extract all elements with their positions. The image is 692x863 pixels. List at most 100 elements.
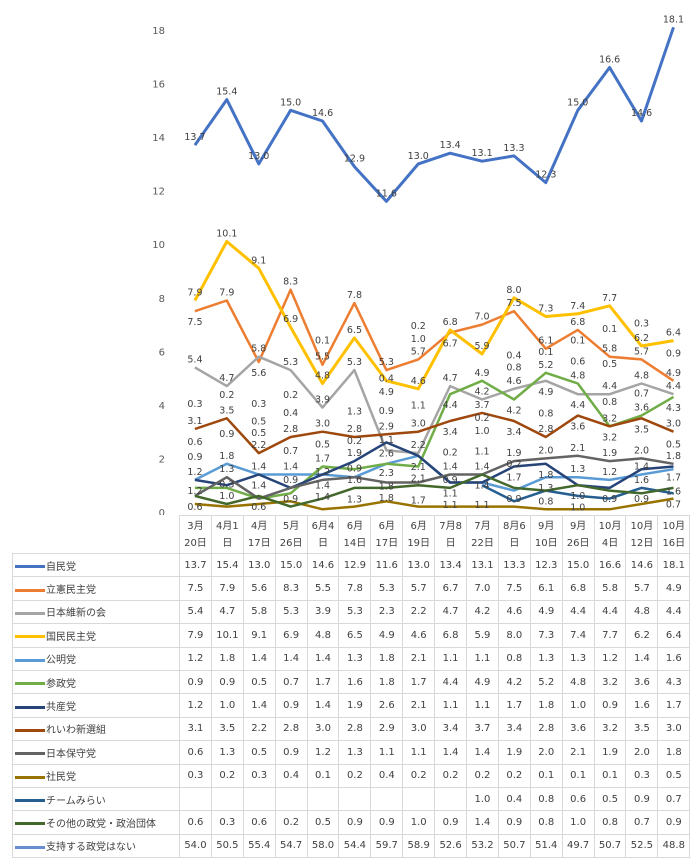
series-line-0	[193, 26, 675, 203]
table-cell: 0.2	[497, 763, 531, 788]
data-label: 1.7	[315, 453, 330, 464]
table-cell: 3.6	[625, 669, 659, 695]
table-cell: 0.3	[179, 763, 212, 788]
data-label: 7.7	[602, 293, 617, 304]
series-name: 国民民主党	[46, 631, 96, 643]
data-label: 3.2	[602, 413, 617, 424]
data-label: 1.4	[251, 481, 266, 492]
table-header-row: 3月 20日 4月1 日 4月 17日 5月 26日 6月4 日 6月 14日 6月 17日 6月 19日 7月…	[12, 515, 691, 554]
table-cell: 7.9	[179, 623, 212, 648]
data-label: 1.4	[283, 462, 298, 473]
table-cell: 0.9	[497, 810, 531, 835]
table-cell	[179, 786, 212, 812]
table-row: 支持する政党はない 54.0 50.5 55.4 54.7 58.0 54.4 59.7 58.…	[12, 833, 691, 859]
table-cell: 0.2	[466, 763, 499, 788]
table-cell: 4.7	[210, 599, 244, 625]
data-label: 0.3	[187, 399, 202, 410]
table-cell: 0.2	[274, 810, 308, 835]
category-label-line: 5月	[282, 520, 300, 532]
table-cell: 0.9	[274, 693, 308, 718]
table-cell: 1.3	[210, 740, 244, 765]
table-cell: 5.8	[242, 599, 276, 625]
legend-swatch	[15, 611, 45, 615]
series-name: 共産党	[46, 702, 76, 714]
data-label: 2.1	[411, 462, 426, 473]
y-tick-label: 10	[152, 240, 165, 251]
table-cell: 0.2	[338, 763, 372, 788]
table-cell	[338, 786, 372, 812]
category-label-line: 日	[509, 537, 520, 549]
category-label-line: 12日	[630, 537, 654, 549]
data-label: 18.1	[663, 14, 684, 25]
data-label: 0.6	[251, 502, 266, 513]
table-cell: 5.3	[274, 599, 308, 625]
data-label: 4.2	[474, 387, 489, 398]
table-cell: 13.0	[242, 552, 276, 578]
data-label: 1.8	[538, 470, 553, 481]
category-label-line: 26日	[279, 537, 303, 549]
category-label: 6月 19日	[402, 515, 436, 554]
table-cell: 0.5	[242, 669, 276, 695]
data-label: 8.3	[283, 277, 298, 288]
table-cell: 0.4	[497, 786, 531, 812]
table-cell: 1.0	[210, 693, 244, 718]
table-cell: 1.2	[179, 646, 212, 671]
table-cell: 3.7	[466, 716, 499, 742]
table-cell: 4.4	[434, 669, 468, 695]
data-label: 1.7	[411, 495, 426, 506]
table-cell: 1.6	[657, 646, 691, 671]
data-label: 0.8	[538, 497, 553, 508]
data-label: 5.4	[187, 354, 202, 365]
table-cell: 1.3	[338, 740, 372, 765]
data-label: 4.3	[666, 403, 681, 414]
table-cell: 15.0	[274, 552, 308, 578]
table-cell: 54.0	[179, 833, 212, 859]
table-cell: 4.9	[466, 669, 499, 695]
table-row: 自民党 13.7 15.4 13.0 15.0 14.6 12.9 11.6 13.0 13.4 1…	[12, 552, 691, 578]
data-label: 0.4	[379, 373, 394, 384]
category-label-line: 4月1	[215, 520, 239, 532]
table-cell: 15.4	[210, 552, 244, 578]
table-cell: 1.4	[306, 693, 340, 718]
y-tick-label: 14	[152, 133, 165, 144]
data-label: 3.0	[666, 419, 681, 430]
table-cell: 13.4	[434, 552, 468, 578]
data-label: 1.3	[570, 464, 585, 475]
table-cell: 1.9	[497, 740, 531, 765]
data-label: 6.2	[634, 333, 649, 344]
table-cell: 1.6	[338, 669, 372, 695]
category-label-line: 8月6	[502, 520, 526, 532]
table-cell: 1.1	[466, 693, 499, 718]
data-label: 6.8	[570, 317, 585, 328]
table-cell: 3.2	[593, 716, 627, 742]
table-cell: 3.9	[306, 599, 340, 625]
table-cell: 7.9	[210, 576, 244, 601]
data-label: 9.1	[251, 255, 266, 266]
table-cell: 1.2	[179, 693, 212, 718]
category-label-line: 6月4	[311, 520, 335, 532]
y-tick-label: 18	[152, 26, 165, 37]
table-cell: 1.4	[242, 693, 276, 718]
table-cell: 1.4	[274, 646, 308, 671]
table-cell	[242, 786, 276, 812]
data-label: 1.4	[315, 481, 330, 492]
category-label-line: 17日	[375, 537, 399, 549]
series-line-3	[193, 240, 674, 391]
table-cell: 1.1	[434, 646, 468, 671]
category-label: 6月 17日	[370, 515, 404, 554]
table-cell: 0.5	[306, 810, 340, 835]
table-cell: 0.1	[593, 763, 627, 788]
data-label: 1.9	[506, 448, 521, 459]
table-cell: 0.3	[242, 763, 276, 788]
table-cell: 1.9	[593, 740, 627, 765]
category-label-line: 9月	[538, 520, 555, 532]
y-tick-label: 0	[159, 508, 165, 515]
table-cell: 18.1	[657, 552, 691, 578]
data-label: 0.9	[506, 494, 521, 505]
table-cell: 4.9	[370, 623, 404, 648]
category-label-line: 6月	[410, 520, 427, 532]
data-label: 2.8	[283, 424, 298, 435]
data-label: 2.3	[379, 468, 394, 479]
data-label: 1.6	[634, 475, 649, 486]
data-label: 5.3	[283, 357, 298, 368]
